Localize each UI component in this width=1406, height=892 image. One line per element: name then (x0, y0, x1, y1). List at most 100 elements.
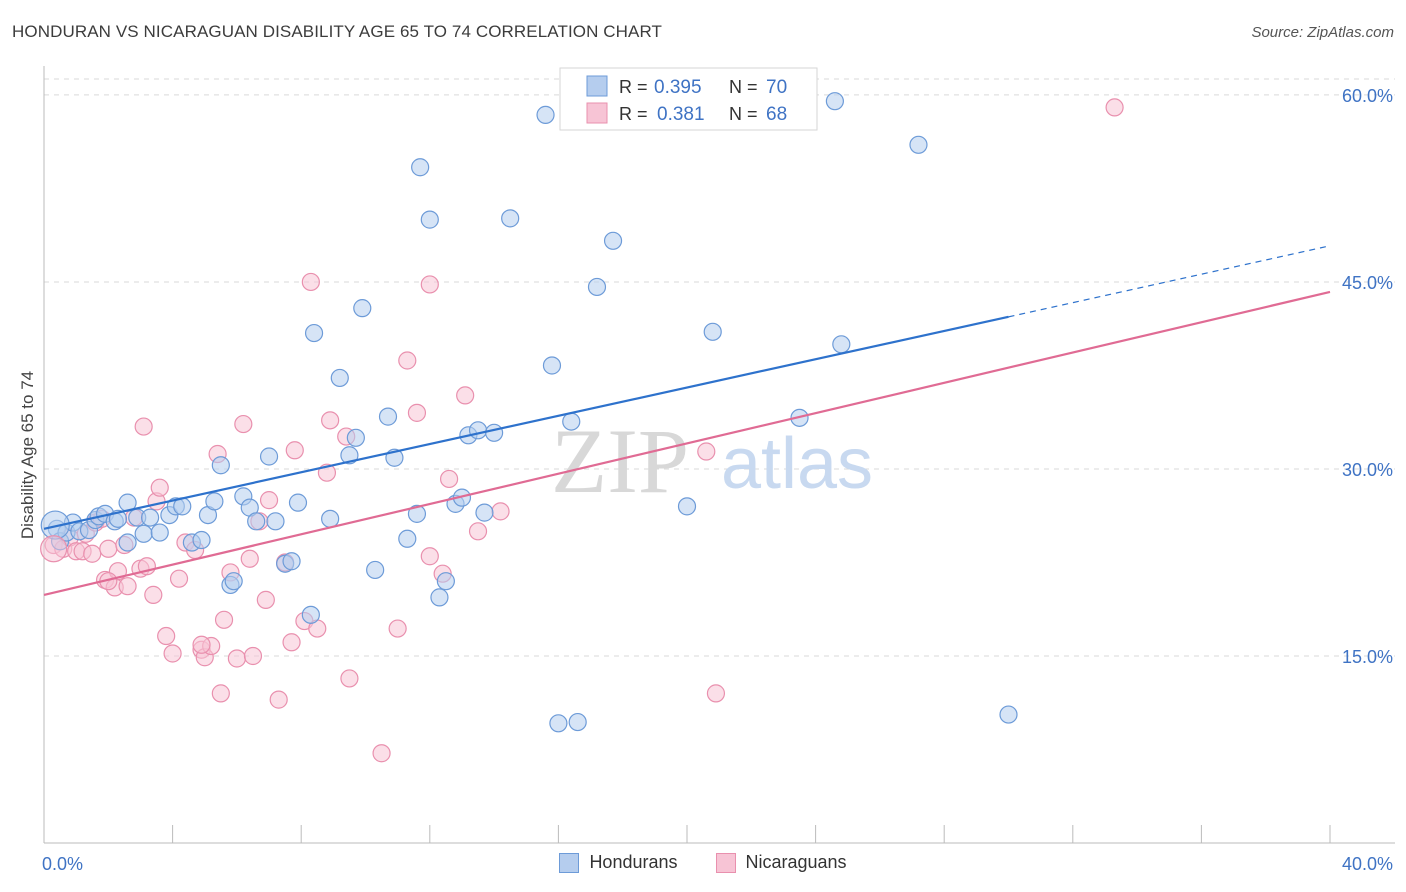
nicaraguans-point (321, 411, 340, 430)
nicaraguans-point (697, 442, 716, 461)
correlation-legend: R = 0.395 N = 70 R = 0.381 N = 68 (559, 67, 818, 131)
grid-lines (44, 78, 1395, 657)
nicaraguans-trendline (43, 290, 1331, 596)
y-tick-label: 60.0% (1342, 86, 1393, 106)
hondurans-point (468, 421, 488, 440)
hondurans-point (340, 446, 359, 465)
legend-n-value-2: 68 (766, 104, 787, 125)
hondurans-point (542, 356, 562, 375)
nicaraguans-point (227, 649, 246, 668)
watermark: ZIP atlas (551, 410, 873, 512)
hondurans-point (304, 323, 324, 343)
legend-swatch-hondurans (586, 75, 608, 97)
nicaraguans-point (340, 669, 359, 688)
nicaraguans-point (192, 635, 211, 654)
hondurans-point (140, 508, 160, 527)
hondurans-point (259, 447, 279, 466)
legend-swatch-nicaraguans (586, 102, 608, 124)
hondurans-point (118, 533, 137, 552)
hondurans-point (485, 423, 504, 442)
nicaraguans-point (706, 684, 726, 703)
legend-r-value-2: 0.381 (657, 104, 705, 125)
hondurans-point (247, 512, 266, 531)
hondurans-point (677, 497, 697, 516)
y-tick-label: 45.0% (1342, 273, 1393, 293)
hondurans-point (832, 335, 851, 354)
hondurans-point (549, 714, 568, 733)
hondurans-point (587, 277, 607, 297)
nicaraguans-point (234, 414, 253, 434)
nicaraguans-point (372, 744, 391, 763)
hondurans-point (353, 299, 372, 318)
hondurans-point (703, 322, 722, 341)
nicaraguans-point (134, 417, 153, 436)
nicaraguans-point (285, 441, 304, 460)
nicaraguans-point (439, 469, 459, 489)
nicaraguans-point (256, 590, 275, 609)
nicaraguans-point (144, 585, 163, 604)
nicaraguans-point (40, 535, 68, 563)
hondurans-point (266, 512, 285, 531)
hondurans-point (192, 530, 211, 550)
hondurans-point (536, 105, 555, 124)
nicaraguans-point (157, 626, 176, 646)
hondurans-point (475, 503, 494, 522)
hondurans-point (301, 605, 320, 624)
legend-n-value-1: 70 (766, 77, 787, 98)
y-tick-label: 15.0% (1342, 647, 1393, 667)
trend-lines (43, 245, 1331, 596)
nicaraguans-point (150, 478, 169, 497)
hondurans-points (40, 92, 1018, 733)
y-tick-label: 30.0% (1342, 460, 1393, 480)
hondurans-point (407, 504, 427, 523)
hondurans-point (330, 368, 349, 388)
nicaraguans-point (99, 539, 118, 558)
hondurans-point (366, 560, 385, 580)
y-axis-label: Disability Age 65 to 74 (18, 371, 37, 539)
hondurans-point (224, 572, 243, 591)
legend-r-value-1: 0.395 (654, 77, 702, 98)
hondurans-point (150, 523, 169, 542)
watermark-atlas: atlas (721, 424, 873, 504)
source-label: Source: ZipAtlas.com (1251, 24, 1394, 41)
legend-item-hondurans: Hondurans (559, 852, 678, 873)
nicaraguans-point (301, 272, 320, 292)
legend-item-nicaraguans: Nicaraguans (715, 852, 847, 873)
legend-n-label-1: N = (729, 77, 758, 97)
nicaraguans-point (169, 569, 189, 588)
nicaraguans-point (282, 633, 301, 652)
hondurans-point (501, 209, 520, 228)
nicaraguans-point (468, 522, 488, 541)
hondurans-point (346, 428, 365, 447)
legend-n-label-2: N = (729, 104, 758, 124)
nicaraguans-point (211, 684, 230, 703)
hondurans-point (999, 705, 1018, 724)
x-tick-label: 0.0% (42, 854, 83, 874)
nicaraguans-point (420, 547, 439, 566)
nicaraguans-point (1105, 98, 1124, 117)
legend-label: Hondurans (589, 852, 678, 872)
legend-r-label-2: R = (619, 104, 648, 124)
hondurans-point (211, 456, 230, 475)
chart-title: HONDURAN VS NICARAGUAN DISABILITY AGE 65… (12, 22, 663, 41)
x-tick-label: 40.0% (1342, 854, 1393, 874)
nicaraguans-point (83, 544, 102, 563)
hondurans-point (436, 572, 455, 591)
legend-r-label-1: R = (619, 77, 648, 97)
nicaraguans-point (118, 577, 137, 596)
legend-swatch (715, 852, 736, 873)
nicaraguans-point (243, 646, 263, 666)
legend-label: Nicaraguans (745, 852, 847, 872)
nicaraguans-point (269, 690, 288, 709)
nicaraguans-point (420, 275, 439, 294)
hondurans-point (288, 493, 308, 512)
hondurans-point (420, 210, 439, 229)
axes (43, 66, 1395, 844)
hondurans-point (430, 588, 449, 607)
hondurans-point (825, 92, 844, 111)
hondurans-point (134, 524, 153, 543)
tick-labels: 15.0% 30.0% 45.0% 60.0% 0.0% 40.0% (42, 86, 1393, 874)
hondurans-point (603, 231, 623, 250)
nicaraguans-point (259, 491, 279, 510)
